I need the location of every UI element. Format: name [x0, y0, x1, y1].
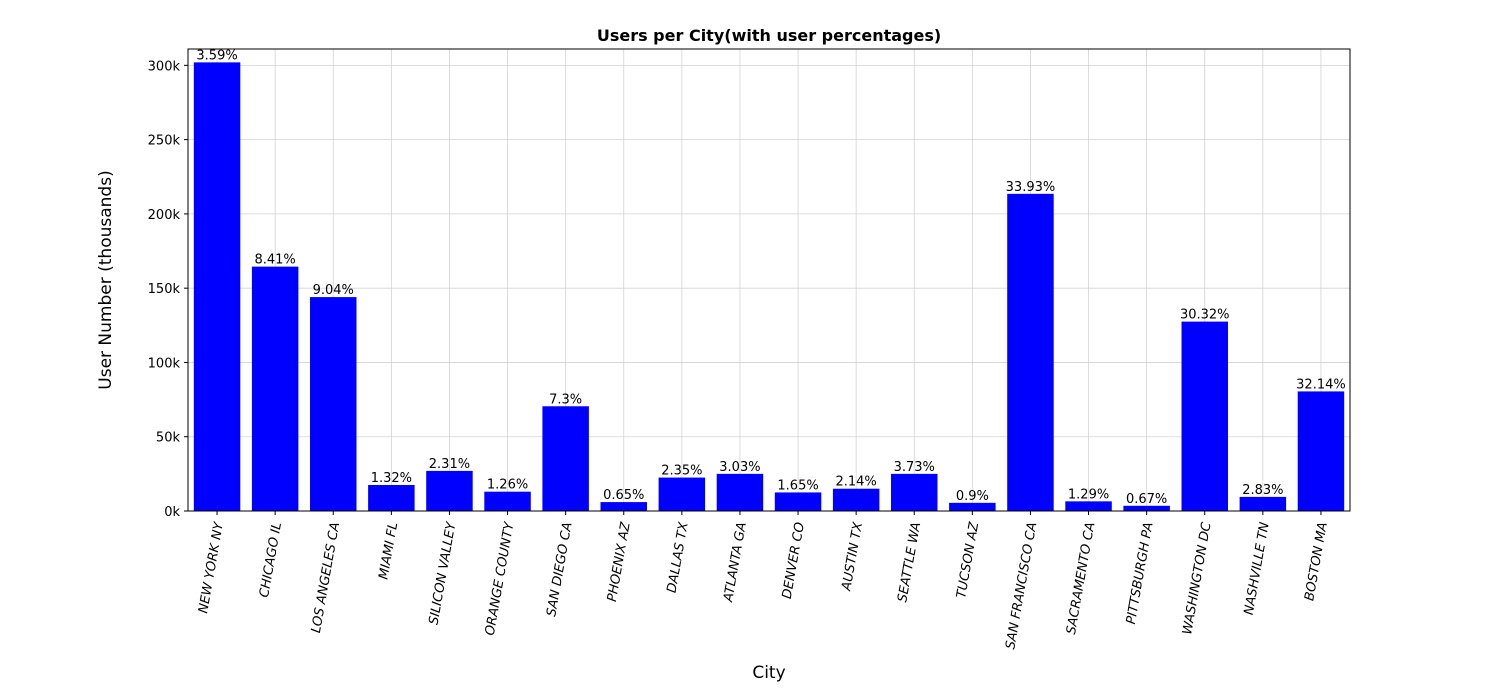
bar-value-label: 3.59% [196, 48, 237, 63]
y-tick-label: 100k [148, 356, 181, 371]
bar-value-label: 2.35% [661, 464, 702, 479]
bar-value-label: 32.14% [1296, 377, 1346, 392]
chart-title: Users per City(with user percentages) [597, 26, 941, 45]
bar-value-label: 2.31% [429, 457, 470, 472]
bar [1065, 501, 1112, 511]
x-tick-label: NEW YORK NY [196, 520, 227, 614]
bar [251, 266, 299, 511]
bar [310, 297, 357, 511]
bar [426, 470, 473, 511]
bar [484, 491, 531, 511]
bar-value-label: 1.32% [371, 471, 412, 486]
y-axis: 0k 50k 100k 150k 200k 250k 300k [148, 59, 188, 520]
x-tick-label: WASHINGTON DC [1180, 520, 1215, 636]
bar-value-label: 30.32% [1180, 308, 1230, 323]
bar [1181, 321, 1228, 511]
x-tick-label: NASHVILLE TN [1242, 521, 1273, 616]
bar-value-label: 1.65% [777, 478, 818, 493]
y-axis-title: User Number (thousands) [96, 170, 116, 389]
bar [542, 406, 589, 511]
x-tick-label: DALLAS TX [665, 520, 692, 594]
bar [600, 502, 647, 511]
bar-value-label: 1.26% [487, 478, 528, 493]
x-tick-label: PHOENIX AZ [605, 520, 634, 603]
x-tick-label: CHICAGO IL [257, 521, 285, 599]
x-tick-label: AUSTIN TX [839, 520, 866, 593]
x-tick-label: MIAMI FL [376, 521, 401, 581]
x-tick-label: LOS ANGELES CA [309, 521, 343, 634]
bar-value-label: 0.67% [1126, 492, 1167, 507]
bar-value-label: 2.83% [1242, 483, 1283, 498]
bar [832, 488, 880, 511]
x-axis-title: City [752, 663, 785, 683]
bar [193, 62, 241, 511]
bar [658, 477, 706, 511]
bar [1123, 505, 1170, 511]
bars [193, 62, 1345, 511]
bar-value-label: 1.29% [1068, 487, 1109, 502]
y-tick-label: 250k [148, 134, 181, 149]
bar-value-label: 3.73% [894, 460, 935, 475]
grid-lines [188, 49, 1350, 512]
x-tick-label: PITTSBURGH PA [1124, 521, 1157, 625]
x-tick-label: SAN DIEGO CA [544, 521, 575, 618]
y-tick-label: 0k [164, 505, 180, 520]
bar-value-label: 7.3% [549, 392, 582, 407]
x-tick-label: ORANGE COUNTY [483, 520, 518, 637]
x-tick-label: SAN FRANCISCO CA [1003, 521, 1040, 650]
bar [368, 485, 415, 511]
bar [716, 473, 764, 511]
x-tick-label: DENVER CO [780, 521, 808, 600]
x-tick-label: SACRAMENTO CA [1064, 521, 1098, 635]
bar [949, 502, 996, 511]
bar-value-label: 9.04% [313, 283, 354, 298]
x-tick-label: TUCSON AZ [954, 520, 982, 599]
x-tick-label: SEATTLE WA [895, 521, 924, 603]
bar-value-label: 8.41% [254, 253, 295, 268]
y-tick-label: 300k [148, 59, 181, 74]
bar-value-label: 33.93% [1006, 180, 1056, 195]
x-tick-label: BOSTON MA [1302, 521, 1331, 602]
plot-frame [187, 48, 1351, 512]
y-tick-label: 150k [148, 282, 181, 297]
bar-value-label: 0.65% [603, 488, 644, 503]
bar [1007, 193, 1054, 511]
bar [891, 473, 938, 511]
bar-value-labels: 3.59% 8.41% 9.04% 1.32% 2.31% 1.26% 7.3% 0.65% 2… [196, 48, 1345, 506]
y-tick-label: 50k [156, 431, 181, 446]
bar [774, 492, 822, 511]
x-axis: NEW YORK NY CHICAGO IL LOS ANGELES CA MIAMI… [196, 511, 1331, 650]
bar [1297, 391, 1345, 511]
x-tick-label: ATLANTA GA [721, 521, 750, 604]
x-tick-label: SILICON VALLEY [427, 520, 460, 626]
bar-value-label: 3.03% [719, 460, 760, 475]
y-tick-label: 200k [148, 208, 181, 223]
bar-value-label: 0.9% [956, 489, 989, 504]
bar-value-label: 2.14% [835, 475, 876, 490]
bar [1239, 496, 1287, 511]
